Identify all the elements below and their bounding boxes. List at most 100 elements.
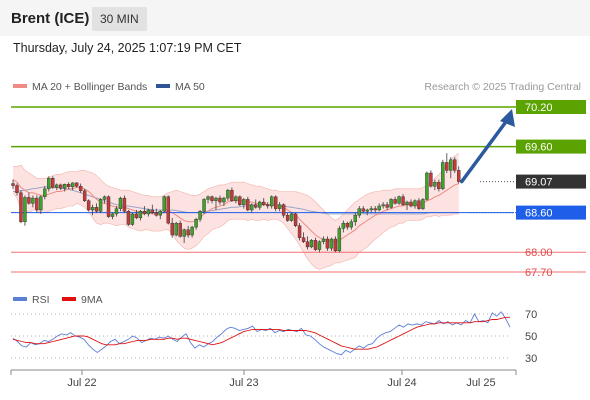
candle	[305, 236, 310, 250]
candle	[94, 203, 99, 213]
candle-body-up	[397, 196, 401, 204]
candle	[445, 153, 449, 173]
candle	[138, 209, 143, 221]
candle	[337, 225, 342, 253]
candle	[373, 206, 377, 213]
credit-text: Research © 2025 Trading Central	[424, 81, 581, 93]
candle-body-down	[373, 208, 377, 211]
candle-body-up	[381, 204, 385, 207]
candle	[409, 199, 413, 208]
x-axis-label: Jul 24	[387, 377, 416, 389]
x-axis-label: Jul 25	[466, 377, 495, 389]
candle-body-down	[122, 197, 127, 212]
candle-body-down	[401, 196, 405, 205]
candle	[230, 187, 234, 203]
candle-body-up	[353, 215, 357, 223]
candle-body-down	[210, 196, 214, 201]
candle	[86, 199, 91, 212]
candle-body-down	[230, 189, 234, 201]
candle-body-up	[114, 208, 119, 215]
timeframe-button[interactable]: 30 MIN	[92, 7, 147, 31]
candle-body-down	[281, 204, 286, 216]
candle	[158, 209, 162, 220]
candle	[365, 208, 369, 216]
candle-body-up	[190, 226, 194, 236]
candle	[437, 179, 441, 192]
candle	[266, 202, 270, 209]
candle-body-down	[305, 241, 310, 248]
candle-body-up	[277, 204, 282, 209]
candle-body-down	[445, 162, 449, 171]
candle-body-down	[393, 199, 397, 204]
candle	[385, 202, 389, 210]
candle	[210, 195, 214, 204]
legend-label-9ma: 9MA	[81, 294, 103, 306]
candle-body-up	[341, 222, 346, 229]
legend-swatch-ma50	[156, 84, 170, 88]
candle	[289, 212, 294, 222]
candle	[11, 179, 15, 189]
candle	[226, 188, 230, 201]
candle-body-down	[273, 196, 278, 209]
candle	[206, 195, 210, 204]
rsi-axis-label: 70	[525, 309, 537, 321]
candle	[170, 217, 174, 238]
rsi-9ma-line	[12, 316, 510, 350]
candle	[281, 203, 286, 218]
candle	[353, 212, 357, 226]
candle	[349, 219, 353, 230]
candle-body-up	[70, 182, 75, 188]
candle-body-up	[321, 238, 326, 242]
last-price-label: 69.07	[525, 177, 553, 189]
candle	[433, 179, 437, 191]
candle-body-down	[86, 200, 91, 211]
candle	[333, 236, 338, 253]
candle	[258, 200, 262, 210]
candle-body-up	[329, 238, 334, 249]
candle-body-up	[226, 189, 230, 199]
candle-body-down	[94, 207, 99, 212]
candle	[449, 157, 453, 179]
candle	[194, 217, 198, 230]
level-label-67-70: 67.70	[525, 267, 553, 279]
bollinger-upper-line	[13, 152, 459, 221]
candle	[421, 198, 425, 210]
candle	[341, 220, 346, 233]
candle-body-up	[202, 199, 206, 212]
candle-body-down	[82, 190, 87, 201]
candle	[27, 192, 31, 205]
forecast-arrow-head	[500, 109, 515, 127]
candle	[78, 183, 83, 193]
candle-body-down	[301, 237, 306, 242]
candle-body-down	[218, 197, 222, 203]
candle	[285, 212, 290, 222]
candle	[222, 196, 226, 206]
candle	[166, 195, 170, 225]
candle-body-down	[313, 240, 318, 250]
candle	[190, 225, 194, 238]
candle	[182, 228, 186, 243]
candle-body-down	[285, 215, 290, 221]
rsi-line	[12, 311, 511, 356]
candle	[102, 195, 107, 204]
candle	[345, 221, 350, 230]
candle	[242, 198, 246, 209]
candle	[246, 196, 250, 212]
candle-body-up	[413, 200, 417, 207]
candle-body-up	[182, 229, 186, 237]
ma50-line	[13, 186, 459, 215]
candle-body-up	[39, 196, 43, 211]
candle	[19, 190, 23, 224]
candle-body-up	[242, 199, 246, 205]
candle-body-up	[289, 213, 294, 221]
candle	[134, 209, 139, 220]
candle	[234, 195, 238, 204]
candle-body-down	[361, 208, 365, 212]
candle-body-up	[337, 228, 342, 252]
candle	[405, 200, 409, 210]
forecast-arrow-shaft	[460, 117, 510, 184]
candle-body-up	[433, 182, 437, 187]
candle	[146, 208, 151, 217]
candle-body-down	[106, 196, 111, 217]
candle	[250, 203, 254, 213]
